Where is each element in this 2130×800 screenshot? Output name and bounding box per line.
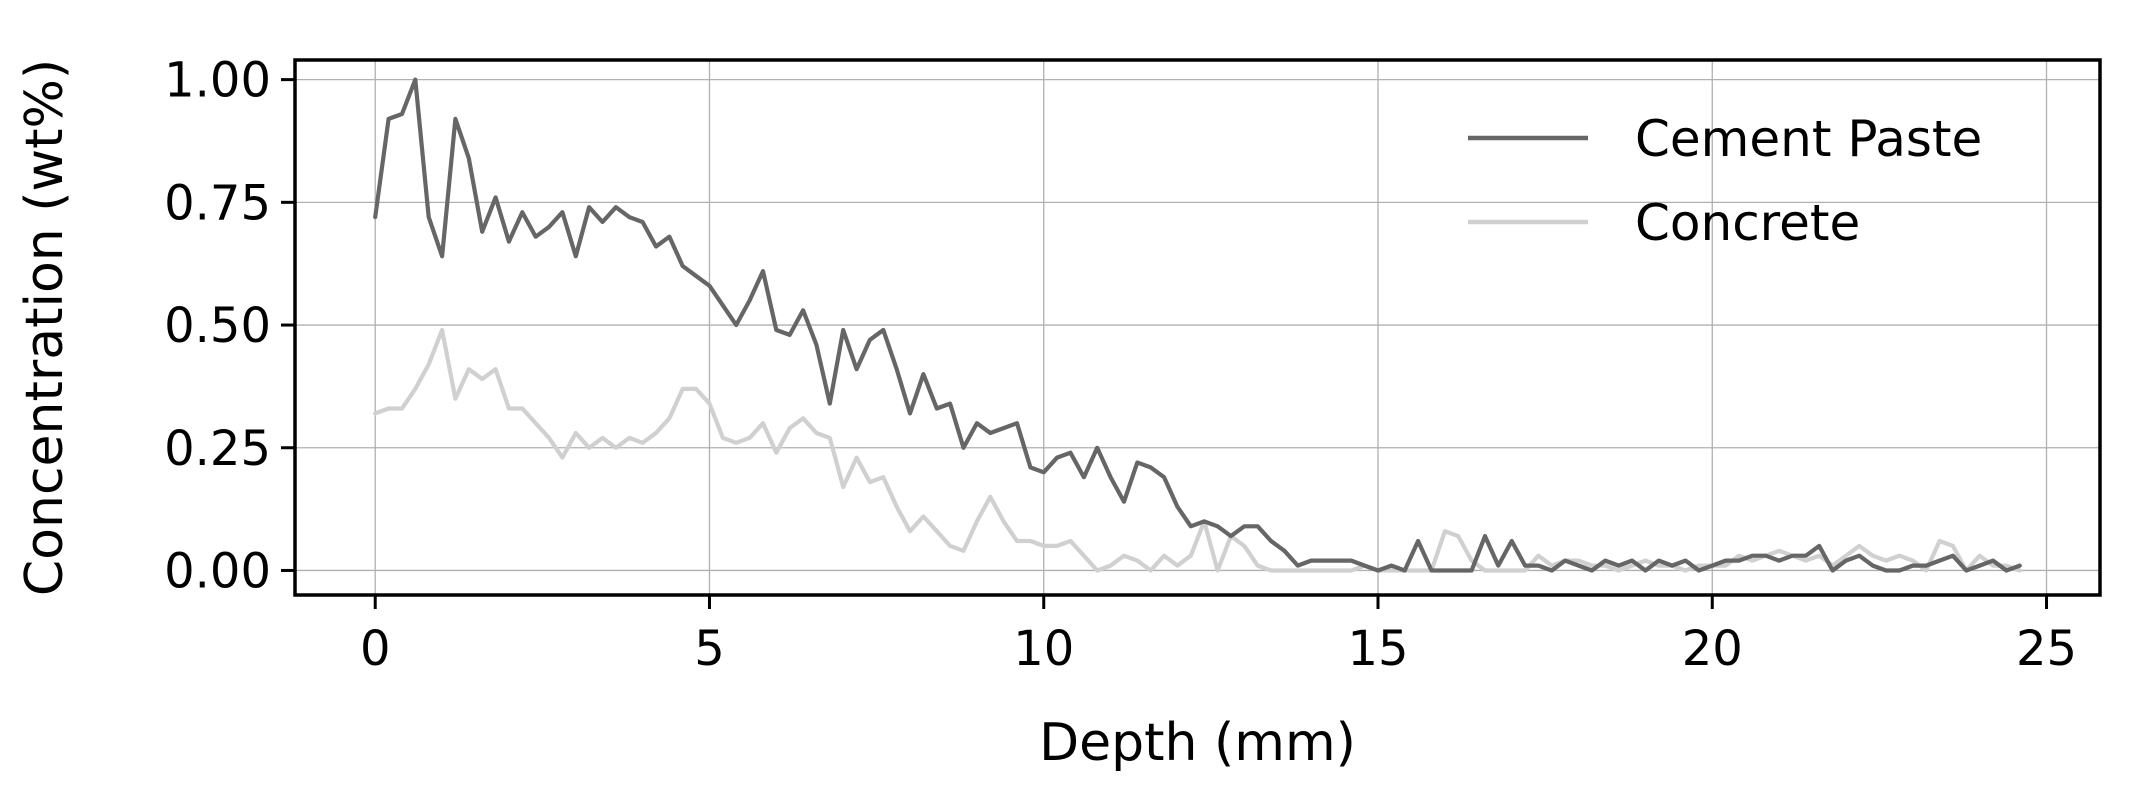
- x-tick-label: 15: [1347, 621, 1408, 677]
- x-tick-label: 0: [360, 621, 391, 677]
- plot-frame: [293, 58, 2102, 597]
- y-axis: 0.00 0.25 0.50 0.75 1.00: [164, 53, 295, 599]
- series-line-cement-paste: [373, 77, 2022, 573]
- y-axis-label: Concentration (wt%): [15, 59, 75, 596]
- legend-label: Cement Paste: [1635, 110, 1982, 168]
- x-tick-label: 25: [2016, 621, 2077, 677]
- x-tick-label: 20: [1682, 621, 1743, 677]
- series-layer: [373, 77, 2022, 573]
- y-tick-label: 0.75: [164, 175, 271, 231]
- grid: [295, 60, 2100, 595]
- x-tick-label: 5: [694, 621, 725, 677]
- x-tick-label: 10: [1013, 621, 1074, 677]
- legend: Cement Paste Concrete: [1468, 110, 1982, 252]
- x-axis-label: Depth (mm): [1039, 713, 1356, 773]
- x-axis: 0 5 10 15 20 25: [360, 595, 2077, 677]
- y-tick-label: 1.00: [164, 53, 271, 109]
- y-tick-label: 0.50: [164, 298, 271, 354]
- y-tick-label: 0.25: [164, 421, 271, 477]
- y-tick-label: 0.00: [164, 543, 271, 599]
- legend-label: Concrete: [1635, 194, 1860, 252]
